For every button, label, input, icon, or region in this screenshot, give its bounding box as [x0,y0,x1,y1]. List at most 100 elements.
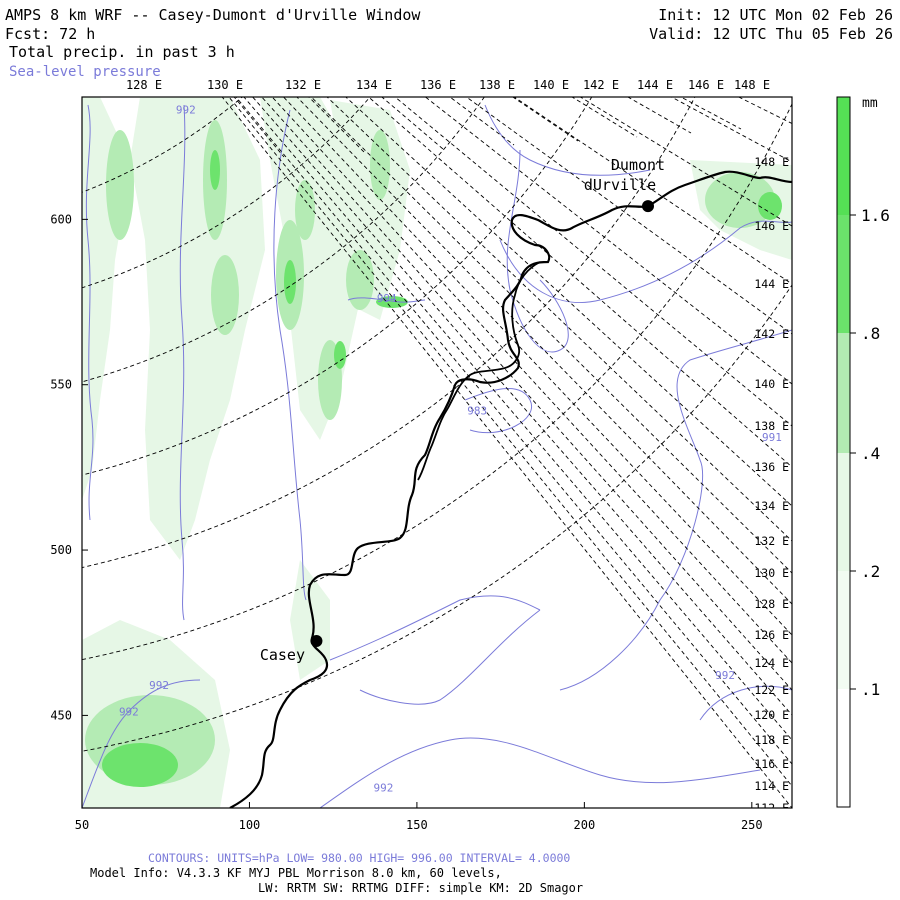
x-tick-label: 250 [741,818,763,832]
valid-time: Valid: 12 UTC Thu 05 Feb 26 [649,25,893,43]
right-lon-label: 124 E [754,656,789,670]
station-marker [641,200,654,213]
colorbar-label: .1 [861,680,880,699]
contour-value-label: 992 [119,705,139,718]
y-axis: 600 550 500 450 [50,212,88,722]
right-lon-label: 130 E [754,566,789,580]
contour-value-label: 992 [715,669,735,682]
top-lon-label: 148 E [734,78,770,92]
y-tick-label: 550 [50,378,72,392]
colorbar-label: .4 [861,444,880,463]
y-tick-label: 600 [50,212,72,226]
colorbar-label: .2 [861,562,880,581]
right-lon-label: 134 E [754,499,789,513]
contour-value-label: 991 [762,431,782,444]
field-title: Total precip. in past 3 h [9,43,235,61]
x-tick-label: 200 [574,818,596,832]
physics-info: LW: RRTM SW: RRTMG DIFF: simple KM: 2D S… [258,881,583,895]
pressure-contours [82,104,792,808]
meridian-line [282,97,792,636]
map-layers: Casey Dumont dUrville 992 994 983 991 992 992 99… [82,97,792,815]
right-lon-label: 120 E [754,708,789,722]
map-frame [81,96,793,809]
meridian-line [367,97,792,468]
init-time: Init: 12 UTC Mon 02 Feb 26 [658,6,893,24]
right-lon-label: 144 E [754,277,789,291]
forecast-hour: Fcst: 72 h [5,25,95,43]
colorbar-unit: mm [862,96,878,111]
y-tick-label: 500 [50,543,72,557]
lat-lon-grid [82,97,792,808]
colorbar: mm 1.6 .8 .4 .2 .1 [836,96,890,808]
stations: Casey Dumont dUrville [260,156,665,664]
right-lon-label: 112 E [754,801,789,815]
top-lon-label: 138 E [479,78,515,92]
station-label: Casey [260,646,305,664]
top-lon-label: 142 E [583,78,619,92]
right-lon-label: 114 E [754,779,789,793]
right-lon-label: 126 E [754,628,789,642]
right-lon-label: 128 E [754,597,789,611]
model-title: AMPS 8 km WRF -- Casey-Dumont d'Urville … [5,6,421,24]
right-lon-label: 142 E [754,327,789,341]
colorbar-band-0.1 [837,571,850,689]
top-lon-label: 130 E [207,78,243,92]
colorbar-label: .8 [861,324,880,343]
meridian-line [465,97,792,335]
right-lon-label: 148 E [754,155,789,169]
colorbar-band-0 [837,689,850,807]
top-lon-label: 134 E [356,78,392,92]
right-lon-label: 132 E [754,534,789,548]
right-lon-label: 122 E [754,683,789,697]
x-axis: 50 100 150 200 250 [75,802,763,832]
top-lon-label: 144 E [637,78,673,92]
meridian-line [243,97,792,741]
meridian-line [296,97,792,605]
station-label-line2: dUrville [584,176,656,194]
contour-value-label: 992 [373,781,393,794]
meridian-line [326,97,792,542]
meridian-line [235,97,792,765]
contour-value-label: 983 [467,404,487,417]
top-lon-label: 132 E [285,78,321,92]
contours-info: CONTOURS: UNITS=hPa LOW= 980.00 HIGH= 99… [148,851,570,865]
colorbar-label: 1.6 [861,206,890,225]
meridian-line [394,97,792,427]
x-tick-label: 100 [239,818,261,832]
colorbar-band-0.2 [837,453,850,571]
contour-value-label: 992 [149,679,169,692]
coastline-inner [417,261,541,481]
station-marker [310,634,323,647]
colorbar-band-0.4 [837,333,850,453]
right-lon-label: 138 E [754,419,789,433]
meridian-line [252,97,792,716]
colorbar-band-1.6 [837,97,850,215]
top-lon-label: 128 E [126,78,162,92]
right-lon-label: 116 E [754,757,789,771]
precip-shading [82,97,792,808]
y-tick-label: 450 [50,708,72,722]
x-tick-label: 50 [75,818,89,832]
meridian-line [579,97,792,227]
coastline [229,170,792,808]
right-lon-label: 146 E [754,219,789,233]
colorbar-labels: 1.6 .8 .4 .2 .1 [850,206,890,699]
meridian-line [221,97,792,808]
right-lon-label: 118 E [754,733,789,747]
meridian-line [345,97,792,507]
station-label: Dumont [611,156,665,174]
right-longitude-labels: 148 E 146 E 144 E 142 E 140 E 138 E 136 E 134 E… [754,155,789,815]
top-lon-label: 136 E [420,78,456,92]
colorbar-frame [836,96,851,808]
colorbar-band-0.8 [837,215,850,333]
contour-value-label: 994 [377,292,397,305]
contour-labels: 992 994 983 991 992 992 992 992 [119,104,782,795]
overlay-title: Sea-level pressure [9,64,161,80]
right-lon-label: 136 E [754,460,789,474]
top-lon-label: 140 E [533,78,569,92]
top-lon-label: 146 E [688,78,724,92]
model-info: Model Info: V4.3.3 KF MYJ PBL Morrison 8… [90,866,502,880]
meridian-line [271,97,792,664]
top-longitude-labels: 128 E 130 E 132 E 134 E 136 E 138 E 140 E 142 E… [126,78,770,92]
